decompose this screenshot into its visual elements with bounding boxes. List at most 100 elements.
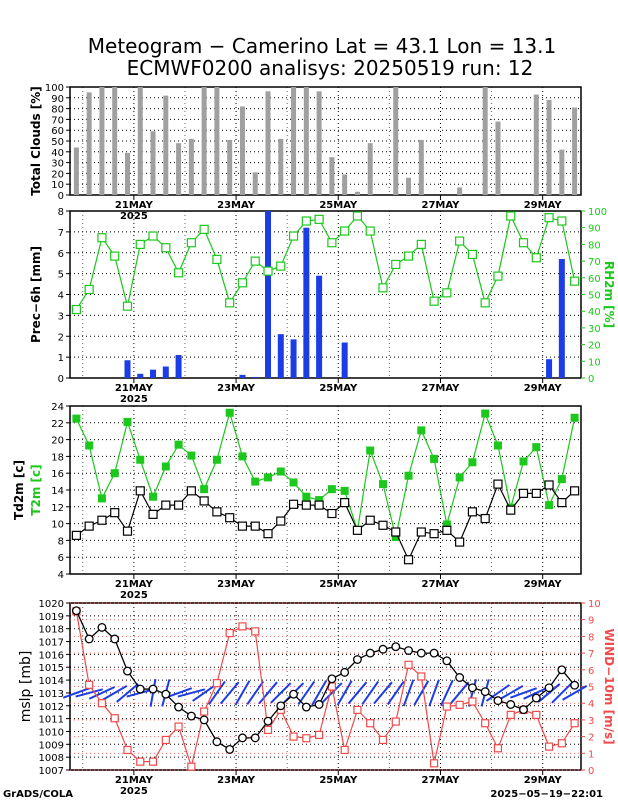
x-year-label: 2025 <box>120 394 148 405</box>
x-tick-label: 23MAY <box>217 383 256 394</box>
rh-point <box>416 239 426 249</box>
wind-point <box>455 700 464 709</box>
cloud-bar <box>418 139 424 195</box>
rh-point <box>493 271 503 281</box>
y-tick-label: 0 <box>58 191 64 202</box>
y-tick-label: 1013 <box>39 689 64 700</box>
mslp-point <box>199 715 209 725</box>
td2m-point <box>199 496 209 506</box>
y-axis-label-right: WIND−10m [m/s] <box>602 628 616 744</box>
panel-precipitation: 0 1 2 3 4 5 6 7 8 21MAY 23MAY 25MAY 27MAY 29MAY 2025 0 1… <box>29 207 616 405</box>
wind-point <box>225 628 234 638</box>
y-tick-label-right: 6 <box>588 666 594 677</box>
wind-barb <box>336 680 353 706</box>
mslp-point <box>519 705 528 715</box>
t2m-point <box>136 455 145 464</box>
precip-bar <box>558 259 565 378</box>
precip-bar <box>137 373 144 378</box>
y-tick-label: 1009 <box>39 740 64 751</box>
y-tick-label-right: 40 <box>588 307 601 318</box>
y-tick-label: 20 <box>51 169 64 180</box>
y-axis-label-right: RH2m [%] <box>602 261 616 328</box>
x-year-label: 2025 <box>120 786 148 797</box>
y-tick-label: 0 <box>58 374 64 385</box>
wind-point <box>200 707 209 716</box>
wind-barb <box>270 682 292 704</box>
rh-point <box>301 216 311 226</box>
y-tick-label: 1015 <box>39 663 64 674</box>
wind-barb <box>449 681 470 705</box>
x-year-label: 2025 <box>120 211 148 222</box>
plot-frame <box>69 86 582 196</box>
y-tick-label: 6 <box>58 249 64 260</box>
panel-pressure_wind: 1007100810091010101110121013101410151016… <box>18 599 616 797</box>
y-tick-label-right: 90 <box>588 224 601 235</box>
cloud-bar <box>406 177 412 195</box>
td2m-point <box>480 513 490 524</box>
t2m-point <box>212 455 221 464</box>
td2m-point <box>518 488 529 498</box>
rh-point <box>531 253 541 263</box>
td2m-point <box>135 486 145 496</box>
y-tick-label-right: 3 <box>588 716 594 727</box>
cloud-bar <box>393 87 399 195</box>
y-tick-label-right: 50 <box>588 291 601 302</box>
y-tick-label-right: 7 <box>588 649 594 660</box>
rh-point <box>288 231 299 241</box>
t2m-point <box>468 458 477 467</box>
y-tick-label: 22 <box>51 419 64 430</box>
td2m-point <box>531 488 541 498</box>
td2m-point <box>84 521 94 531</box>
x-tick-label: 29MAY <box>524 579 563 590</box>
wind-point <box>238 622 247 631</box>
t2m-point <box>570 413 579 422</box>
y-tick-label: 2 <box>58 332 64 343</box>
cloud-bar <box>495 121 501 195</box>
wind-point <box>251 627 260 636</box>
td2m-point <box>314 500 324 510</box>
td2m-point <box>212 507 222 517</box>
y-tick-label: 1007 <box>39 766 64 777</box>
y-tick-label: 4 <box>58 570 64 581</box>
t2m-point <box>276 467 285 476</box>
rh-point <box>225 298 235 308</box>
y-tick-label: 90 <box>51 94 64 105</box>
wind-point <box>340 745 349 755</box>
rh-point <box>84 284 94 295</box>
t2m-point <box>404 471 413 480</box>
t2m-point <box>238 452 247 461</box>
wind-barb <box>219 681 240 705</box>
td2m-point <box>493 479 503 489</box>
y-tick-label: 10 <box>51 520 64 531</box>
td2m-point <box>557 498 567 508</box>
y-tick-label: 1008 <box>39 753 64 764</box>
mslp-point <box>276 701 286 711</box>
td2m-point <box>288 499 299 509</box>
x-tick-label: 27MAY <box>422 579 461 590</box>
mslp-point <box>174 702 184 712</box>
cloud-bar <box>99 87 105 195</box>
mslp-point <box>110 634 120 644</box>
rh-point <box>122 301 133 311</box>
cloud-bar <box>482 87 488 195</box>
mslp-point <box>263 716 273 726</box>
y-tick-label-right: 8 <box>588 632 594 643</box>
rh-point <box>544 213 554 223</box>
cloud-bar <box>124 152 130 195</box>
rh-point <box>467 249 478 260</box>
rh-point <box>378 283 388 293</box>
x-tick-label: 21MAY <box>115 383 154 394</box>
td2m-point <box>378 520 388 530</box>
wind-barb <box>208 680 226 705</box>
cloud-bar <box>457 187 463 195</box>
wind-point <box>315 730 324 740</box>
t2m-point <box>455 473 464 482</box>
mslp-point <box>378 644 388 654</box>
rh-point <box>557 216 567 226</box>
wind-barb <box>373 681 393 705</box>
rh-point <box>403 251 414 261</box>
y-tick-label-right: 20 <box>588 341 601 352</box>
wind-point <box>212 679 222 688</box>
wind-barb <box>428 679 440 707</box>
precip-bar <box>175 355 182 378</box>
